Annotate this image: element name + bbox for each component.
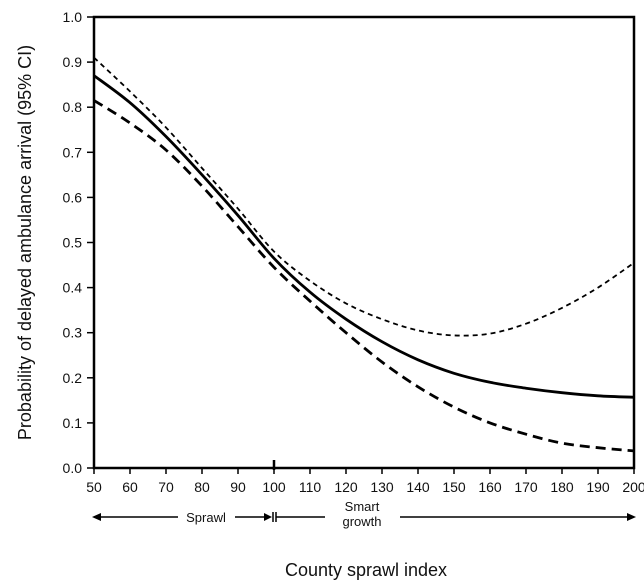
y-tick-label: 0.7 bbox=[63, 144, 83, 160]
x-tick-label: 200 bbox=[622, 479, 644, 495]
x-tick-label: 130 bbox=[370, 479, 394, 495]
y-tick-label: 0.2 bbox=[63, 370, 83, 386]
x-tick-label: 90 bbox=[230, 479, 246, 495]
x-tick-label: 60 bbox=[122, 479, 138, 495]
x-tick-label: 70 bbox=[158, 479, 174, 495]
x-tick-label: 190 bbox=[586, 479, 610, 495]
x-tick-label: 180 bbox=[550, 479, 574, 495]
smart-growth-label-line2: growth bbox=[342, 514, 381, 529]
region-annotation: Sprawl Smart growth bbox=[92, 499, 636, 529]
plot-frame bbox=[92, 15, 636, 470]
y-tick-label: 0.3 bbox=[63, 325, 83, 341]
x-tick-label: 140 bbox=[406, 479, 430, 495]
smart-arrow-head bbox=[627, 513, 636, 521]
y-axis-title: Probability of delayed ambulance arrival… bbox=[15, 45, 35, 440]
lower-ci-line bbox=[93, 99, 635, 453]
x-tick-label: 120 bbox=[334, 479, 358, 495]
x-tick-label: 160 bbox=[478, 479, 502, 495]
x-tick-label: 110 bbox=[299, 479, 322, 495]
sprawl-arrow-head bbox=[92, 513, 101, 521]
y-tick-label: 0.4 bbox=[63, 280, 83, 296]
estimate-line bbox=[93, 74, 635, 399]
y-tick-label: 0.1 bbox=[63, 415, 83, 431]
smart-growth-label-line1: Smart bbox=[345, 499, 380, 514]
x-axis: 50 60 70 80 90 100 110 120 130 140 150 160 170 180 190… bbox=[86, 460, 644, 495]
sprawl-label: Sprawl bbox=[186, 510, 226, 525]
x-tick-label: 50 bbox=[86, 479, 102, 495]
y-tick-label: 0.9 bbox=[63, 54, 83, 70]
sprawl-arrow-head-end bbox=[264, 513, 272, 521]
x-tick-label: 80 bbox=[194, 479, 210, 495]
series-group bbox=[93, 56, 635, 453]
x-axis-title: County sprawl index bbox=[285, 560, 447, 580]
x-tick-label: 170 bbox=[514, 479, 538, 495]
y-tick-label: 1.0 bbox=[63, 9, 83, 25]
plot-border bbox=[92, 15, 636, 470]
y-axis: 0.0 0.1 0.2 0.3 0.4 0.5 0.6 0.7 0.8 0.9 1.0 bbox=[63, 9, 94, 476]
y-tick-label: 0.6 bbox=[63, 189, 83, 205]
y-tick-label: 0.8 bbox=[63, 99, 83, 115]
y-tick-label: 0.0 bbox=[63, 460, 83, 476]
y-tick-label: 0.5 bbox=[63, 235, 83, 251]
x-tick-label: 100 bbox=[262, 479, 286, 495]
upper-ci-line bbox=[93, 56, 635, 337]
x-tick-label: 150 bbox=[442, 479, 466, 495]
